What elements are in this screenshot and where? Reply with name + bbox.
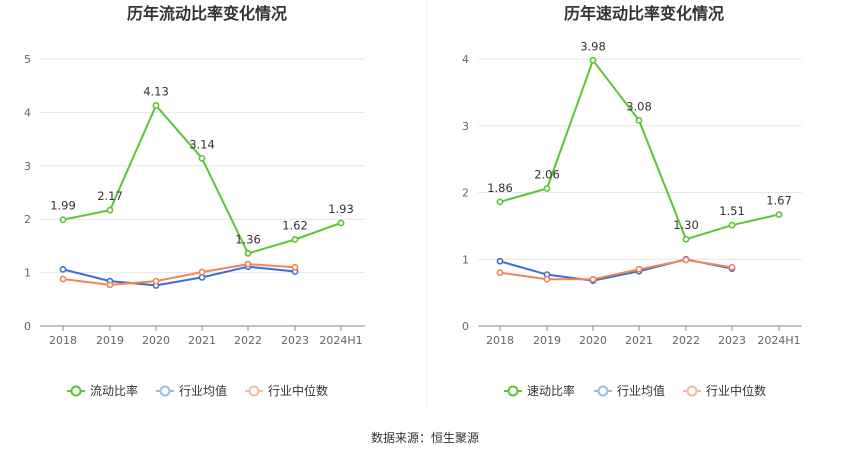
legend-item[interactable]: 流动比率	[67, 383, 138, 398]
legend-marker	[686, 385, 698, 397]
x-tick-label: 2023	[718, 334, 746, 347]
legend-marker	[597, 385, 609, 397]
data-point	[152, 277, 160, 285]
data-point	[775, 211, 783, 218]
data-point	[496, 269, 504, 276]
x-tick-label: 2020	[142, 334, 170, 347]
data-point	[728, 263, 736, 271]
data-point	[635, 117, 643, 124]
y-tick-label: 1	[462, 253, 469, 266]
data-point	[589, 275, 597, 283]
y-tick-label: 3	[462, 120, 469, 133]
x-tick-label: 2018	[49, 334, 77, 347]
data-label: 3.98	[580, 39, 606, 53]
data-label: 1.30	[673, 218, 699, 232]
data-label: 3.08	[626, 99, 652, 113]
series-line	[499, 258, 733, 281]
legend-label: 速动比率	[527, 383, 575, 398]
data-point	[59, 216, 67, 224]
y-tick-label: 4	[24, 106, 31, 119]
data-label: 1.51	[719, 204, 745, 218]
data-point	[59, 275, 67, 283]
series-line	[62, 265, 296, 287]
data-point	[635, 265, 643, 273]
data-label: 1.99	[50, 199, 76, 213]
legend-marker	[70, 385, 82, 397]
data-label: 4.13	[143, 84, 169, 98]
data-point	[198, 268, 206, 276]
data-point	[106, 281, 114, 289]
data-label: 1.67	[766, 194, 792, 208]
x-tick-label: 2023	[281, 334, 309, 347]
data-point	[496, 257, 504, 265]
data-point	[682, 235, 690, 243]
legend-label: 行业中位数	[268, 383, 328, 398]
legend-item[interactable]: 速动比率	[504, 383, 575, 398]
data-point	[198, 154, 206, 162]
chart-title: 历年流动比率变化情况	[127, 4, 287, 23]
data-point	[198, 274, 206, 281]
data-point	[496, 198, 504, 206]
legend-item[interactable]: 行业均值	[594, 383, 665, 398]
data-point	[244, 260, 252, 268]
data-label: 1.36	[235, 232, 261, 246]
data-point	[244, 249, 252, 257]
data-label: 1.93	[328, 202, 354, 216]
y-tick-label: 3	[24, 160, 31, 173]
data-point	[728, 221, 736, 229]
chart-title: 历年速动比率变化情况	[564, 4, 724, 23]
data-point	[543, 185, 551, 192]
legend-marker	[159, 385, 171, 397]
legend-label: 行业均值	[617, 383, 665, 398]
current-ratio-chart: 历年流动比率变化情况 0 1 2 3 4 5 2018 2019 2020 2021 2022 2023…	[24, 4, 365, 398]
x-tick-label: 2022	[234, 334, 262, 347]
legend-item[interactable]: 行业均值	[156, 383, 227, 398]
series-line	[62, 263, 296, 286]
x-tick-label: 2021	[625, 334, 653, 347]
legend-label: 行业中位数	[706, 383, 766, 398]
x-tick-label: 2021	[188, 334, 216, 347]
x-tick-label: 2024H1	[319, 334, 362, 347]
legend-item[interactable]: 行业中位数	[245, 383, 328, 398]
x-tick-label: 2024H1	[757, 334, 800, 347]
quick-ratio-chart: 历年速动比率变化情况 0 1 2 3 4 2018 2019 2020 2021 2022 2023 2…	[462, 4, 802, 398]
data-label: 2.17	[97, 189, 123, 203]
data-label: 1.86	[487, 181, 513, 195]
y-tick-label: 0	[462, 320, 469, 333]
y-tick-label: 2	[462, 187, 469, 200]
legend-marker	[248, 385, 260, 397]
data-point	[543, 275, 551, 283]
x-tick-label: 2019	[533, 334, 561, 347]
data-point	[152, 102, 160, 109]
data-point	[337, 219, 345, 227]
legend-item[interactable]: 行业中位数	[683, 383, 766, 398]
legend-label: 流动比率	[90, 383, 138, 398]
x-tick-label: 2018	[486, 334, 514, 347]
legend-label: 行业均值	[179, 383, 227, 398]
data-source: 数据来源：恒生聚源	[371, 430, 479, 445]
data-label: 2.06	[534, 167, 560, 181]
x-tick-label: 2022	[672, 334, 700, 347]
y-tick-label: 4	[462, 53, 469, 66]
data-label: 1.62	[282, 218, 308, 232]
data-label: 3.14	[189, 137, 215, 151]
data-point	[106, 206, 114, 214]
data-point	[59, 265, 67, 273]
data-point	[589, 56, 597, 64]
legend-marker	[507, 385, 519, 397]
y-tick-label: 2	[24, 213, 31, 226]
y-tick-label: 5	[24, 53, 31, 66]
x-tick-label: 2020	[579, 334, 607, 347]
y-tick-label: 1	[24, 267, 31, 280]
x-tick-label: 2019	[96, 334, 124, 347]
data-point	[682, 256, 690, 264]
y-tick-label: 0	[24, 320, 31, 333]
data-point	[291, 263, 299, 271]
data-point	[291, 236, 299, 243]
